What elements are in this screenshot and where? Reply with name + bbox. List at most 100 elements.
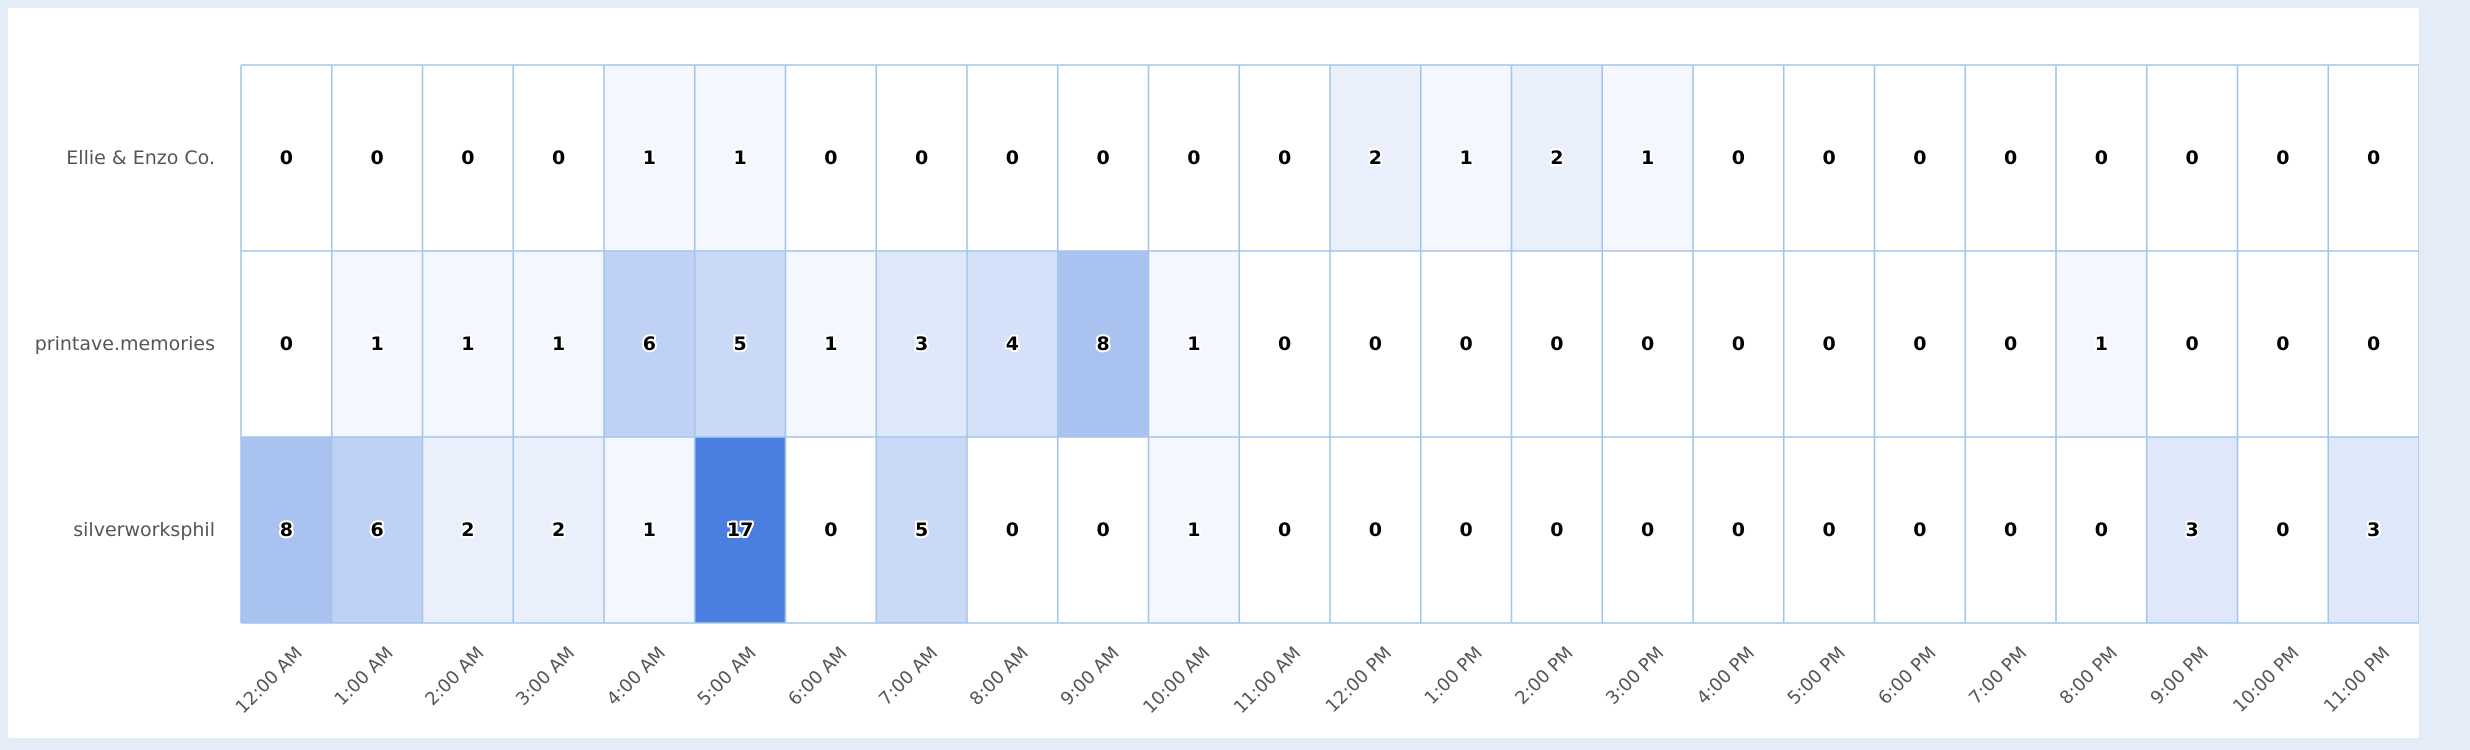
- cell-value-label: 6: [371, 519, 384, 541]
- cell-value-label: 1: [643, 519, 656, 541]
- cell-value-label: 0: [1641, 519, 1654, 541]
- heatmap-cell: [1874, 251, 1966, 437]
- cell-value-label: 8: [280, 519, 293, 541]
- column-label: 1:00 AM: [331, 643, 398, 710]
- heatmap-chart: 0 0 0 0 1 1 0 0 0 0 0 0 2 1 2 1 0 0 0 0 0 0 0 0 0 1 1 1 6 5 1 3 4 8 1 0 0 0 0 0…: [35, 64, 2419, 718]
- heatmap-cell: [241, 251, 332, 437]
- cell-value-label: 2: [552, 519, 565, 541]
- cell-value-label: 4: [1006, 333, 1019, 355]
- heatmap-cell: [1602, 65, 1693, 251]
- cell-value-label: 1: [734, 147, 747, 169]
- cell-value-label: 1: [2095, 333, 2108, 355]
- column-labels: 12:00 AM 1:00 AM 2:00 AM 3:00 AM 4:00 AM 5:00…: [232, 643, 2395, 718]
- heatmap-cell: [2056, 65, 2147, 251]
- column-label: 12:00 PM: [1322, 643, 1396, 717]
- heatmap-cell-values: 0 0 0 0 1 1 0 0 0 0 0 0 2 1 2 1 0 0 0 0 0 0 0 0 0 1 1 1 6 5 1 3 4 8 1 0 0 0 0 0…: [278, 145, 2382, 543]
- heatmap-cell: [1420, 251, 1512, 437]
- heatmap-cell: [1239, 251, 1330, 437]
- cell-value-label: 5: [915, 519, 928, 541]
- column-label: 1:00 PM: [1421, 643, 1487, 709]
- heatmap-cell: [241, 65, 332, 251]
- cell-value-label: 0: [1550, 333, 1563, 355]
- cell-value-label: 5: [734, 333, 747, 355]
- heatmap-cell: [967, 437, 1058, 623]
- heatmap-grid: [240, 64, 2419, 624]
- heatmap-cell: [1874, 65, 1966, 251]
- heatmap-cell: [331, 437, 423, 623]
- cell-value-label: 0: [1732, 333, 1745, 355]
- cell-value-label: 0: [280, 147, 293, 169]
- heatmap-cell: [2146, 65, 2238, 251]
- heatmap-cell: [2146, 251, 2238, 437]
- heatmap-cell: [1239, 65, 1330, 251]
- heatmap-cell: [1239, 437, 1330, 623]
- column-label: 8:00 PM: [2056, 643, 2122, 709]
- heatmap-cell: [1965, 65, 2056, 251]
- heatmap-cell: [1057, 65, 1149, 251]
- heatmap-cell: [967, 251, 1058, 437]
- column-label: 10:00 AM: [1139, 643, 1214, 718]
- cell-value-label: 17: [727, 519, 753, 541]
- cell-value-label: 0: [2276, 147, 2289, 169]
- heatmap-cell: [1602, 437, 1693, 623]
- heatmap-cell: [2237, 65, 2329, 251]
- cell-value-label: 0: [1913, 519, 1926, 541]
- cell-value-label: 1: [552, 333, 565, 355]
- heatmap-cell: [967, 65, 1058, 251]
- cell-value-label: 0: [1913, 333, 1926, 355]
- cell-value-label: 0: [1187, 147, 1200, 169]
- heatmap-cell: [785, 437, 877, 623]
- row-label: printave.memories: [35, 333, 215, 355]
- heatmap-cell: [2056, 251, 2147, 437]
- cell-value-label: 0: [1823, 147, 1836, 169]
- heatmap-cell: [1420, 65, 1512, 251]
- cell-value-label: 2: [461, 519, 474, 541]
- cell-value-label: 6: [643, 333, 656, 355]
- cell-value-label: 0: [1460, 519, 1473, 541]
- heatmap-cell: [1511, 65, 1603, 251]
- column-label: 5:00 PM: [1784, 643, 1850, 709]
- heatmap-cell: [2328, 65, 2419, 251]
- heatmap-cell: [422, 65, 514, 251]
- heatmap-cell: [2328, 251, 2419, 437]
- heatmap-cell: [1783, 437, 1875, 623]
- cell-value-label: 1: [1187, 519, 1200, 541]
- column-label: 4:00 AM: [603, 643, 670, 710]
- cell-value-label: 0: [2004, 519, 2017, 541]
- column-label: 9:00 PM: [2147, 643, 2213, 709]
- heatmap-cell: [876, 251, 967, 437]
- heatmap-cell: [1148, 65, 1240, 251]
- row-label: Ellie & Enzo Co.: [66, 147, 215, 169]
- heatmap-cell: [1693, 65, 1784, 251]
- column-label: 8:00 AM: [966, 643, 1033, 710]
- heatmap-cell: [241, 437, 332, 623]
- cell-value-label: 3: [2186, 519, 2199, 541]
- cell-value-label: 0: [2095, 519, 2108, 541]
- row-labels: Ellie & Enzo Co. printave.memories silverw…: [35, 147, 215, 541]
- cell-value-label: 1: [824, 333, 837, 355]
- cell-value-label: 0: [552, 147, 565, 169]
- cell-value-label: 2: [1550, 147, 1563, 169]
- column-label: 5:00 AM: [694, 643, 761, 710]
- heatmap-cell: [604, 437, 695, 623]
- heatmap-cell: [1693, 437, 1784, 623]
- column-label: 10:00 PM: [2229, 643, 2303, 717]
- cell-value-label: 0: [1823, 519, 1836, 541]
- cell-value-label: 0: [1369, 333, 1382, 355]
- heatmap-cell: [1693, 251, 1784, 437]
- column-label: 2:00 AM: [421, 643, 488, 710]
- cell-value-label: 0: [1278, 147, 1291, 169]
- column-label: 7:00 AM: [875, 643, 942, 710]
- column-label: 7:00 PM: [1965, 643, 2031, 709]
- heatmap-cell: [513, 437, 604, 623]
- cell-value-label: 0: [1006, 519, 1019, 541]
- cell-value-label: 0: [2004, 147, 2017, 169]
- heatmap-cell: [876, 65, 967, 251]
- cell-value-label: 8: [1097, 333, 1110, 355]
- heatmap-cell: [694, 251, 786, 437]
- heatmap-cell: [1330, 437, 1421, 623]
- heatmap-cell: [2237, 251, 2329, 437]
- cell-value-label: 0: [2276, 519, 2289, 541]
- cell-value-label: 0: [1641, 333, 1654, 355]
- row-label: silverworksphil: [73, 519, 215, 541]
